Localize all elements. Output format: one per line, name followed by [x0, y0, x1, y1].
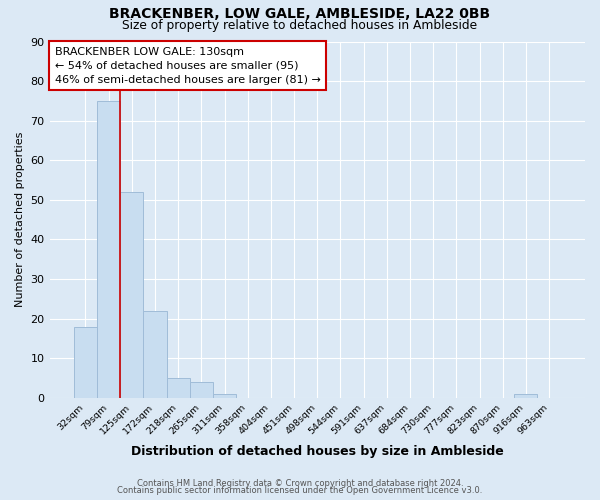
Bar — [167, 378, 190, 398]
Bar — [213, 394, 236, 398]
Text: Size of property relative to detached houses in Ambleside: Size of property relative to detached ho… — [122, 18, 478, 32]
X-axis label: Distribution of detached houses by size in Ambleside: Distribution of detached houses by size … — [131, 444, 503, 458]
Bar — [97, 101, 120, 398]
Bar — [143, 310, 167, 398]
Bar — [514, 394, 538, 398]
Text: BRACKENBER, LOW GALE, AMBLESIDE, LA22 0BB: BRACKENBER, LOW GALE, AMBLESIDE, LA22 0B… — [109, 8, 491, 22]
Text: Contains public sector information licensed under the Open Government Licence v3: Contains public sector information licen… — [118, 486, 482, 495]
Text: Contains HM Land Registry data © Crown copyright and database right 2024.: Contains HM Land Registry data © Crown c… — [137, 478, 463, 488]
Y-axis label: Number of detached properties: Number of detached properties — [15, 132, 25, 308]
Bar — [74, 326, 97, 398]
Bar — [120, 192, 143, 398]
Text: BRACKENBER LOW GALE: 130sqm
← 54% of detached houses are smaller (95)
46% of sem: BRACKENBER LOW GALE: 130sqm ← 54% of det… — [55, 47, 321, 85]
Bar — [190, 382, 213, 398]
